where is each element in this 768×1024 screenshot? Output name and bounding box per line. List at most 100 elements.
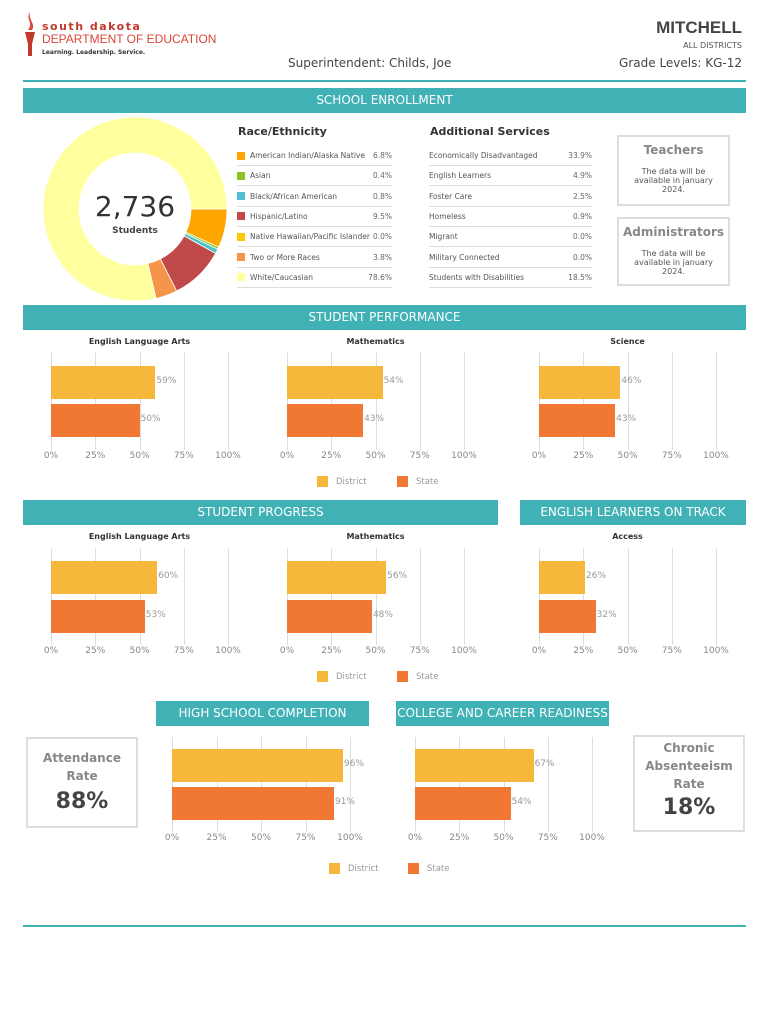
teachers-title: Teachers (643, 143, 704, 157)
gridline (172, 737, 173, 832)
bar-chart: 0% 25% 50% 75% 100% 54% 43% (280, 352, 477, 461)
gridline (419, 548, 421, 645)
service-value: 0.9% (572, 211, 592, 221)
teachers-text: The data will be available in january 20… (634, 167, 713, 194)
gridline (627, 352, 629, 450)
race-label: Black/African American (250, 191, 338, 201)
legend-label: State (427, 863, 450, 874)
race-title: Race/Ethnicity (238, 125, 327, 138)
tick-label: 0% (279, 646, 295, 656)
gridline (459, 737, 461, 832)
tick-label: 75% (409, 646, 430, 656)
service-value: 33.9% (568, 151, 592, 160)
gridline (464, 548, 465, 645)
legend-district: District (317, 476, 367, 487)
logo-line2: DEPARTMENT OF EDUCATION (42, 32, 217, 46)
legend-state: State (397, 671, 439, 682)
legend-swatch (317, 671, 328, 682)
bar-chart: 0% 25% 50% 75% 100% 26% 32% (532, 548, 729, 656)
race-row: Black/African American 0.8% (237, 187, 392, 207)
gridline (375, 548, 377, 645)
gridline (287, 548, 288, 645)
bar-value-label: 43% (364, 414, 385, 424)
gridline (139, 548, 141, 645)
absenteeism-box: Chronic Absenteeism Rate 18% (633, 735, 745, 832)
bar-value-label: 26% (586, 571, 607, 581)
race-label: Two or More Races (250, 252, 320, 262)
gridline (503, 737, 505, 832)
race-label: American Indian/Alaska Native (250, 151, 365, 160)
gridline (419, 352, 421, 450)
tick-label: 100% (215, 646, 241, 656)
legend-swatch (317, 476, 328, 487)
service-row: Homeless 0.9% (429, 207, 592, 227)
bar-value-label: 59% (156, 376, 177, 386)
administrators-box: Administrators The data will be availabl… (617, 217, 730, 286)
administrators-text: The data will be available in january 20… (634, 249, 713, 276)
bar-chart: 0% 25% 50% 75% 100% 59% 50% (44, 352, 241, 461)
race-value: 3.8% (372, 252, 392, 262)
superintendent: Superintendent: Childs, Joe (288, 56, 452, 70)
district-bar (51, 366, 156, 399)
legend-swatch (329, 863, 340, 874)
race-label: White/Caucasian (250, 272, 313, 282)
section-title-el-on-track: ENGLISH LEARNERS ON TRACK (520, 500, 746, 525)
legend-state: State (408, 863, 450, 874)
tick-label: 75% (661, 646, 682, 656)
gridline (139, 352, 141, 450)
enrollment-donut-chart (42, 116, 228, 302)
service-value: 0.0% (572, 232, 592, 242)
state-bar (415, 787, 511, 820)
legend-swatch (397, 476, 408, 487)
gridline (415, 737, 416, 832)
district-bar (539, 561, 586, 594)
gridline (216, 737, 218, 832)
gridline (671, 548, 673, 645)
tick-label: 25% (449, 833, 470, 843)
tick-label: 75% (661, 451, 682, 461)
attendance-box: Attendance Rate 88% (26, 737, 138, 828)
bar-chart: 0% 25% 50% 75% 100% 56% 48% (280, 548, 477, 656)
tick-label: 0% (531, 451, 547, 461)
race-row: Two or More Races 3.8% (237, 248, 392, 268)
race-value: 9.5% (372, 211, 392, 221)
tick-label: 50% (365, 451, 386, 461)
gridline (671, 352, 673, 450)
legend-swatch (237, 192, 245, 201)
gridline (95, 352, 97, 450)
logo-tagline: Learning. Leadership. Service. (42, 49, 146, 56)
bar-chart: 0% 25% 50% 75% 100% 60% 53% (44, 548, 241, 656)
bar-value-label: 56% (387, 571, 408, 581)
absenteeism-title: Chronic Absenteeism Rate (645, 741, 733, 791)
gridline (583, 548, 585, 645)
district-bar (287, 366, 383, 399)
state-bar (51, 600, 145, 633)
chart-title: Access (612, 532, 643, 541)
sd-doe-logo: south dakota DEPARTMENT OF EDUCATION Lea… (22, 10, 232, 60)
state-bar (539, 600, 596, 633)
race-label: Hispanic/Latino (250, 211, 308, 221)
gridline (51, 352, 52, 450)
services-title: Additional Services (430, 125, 550, 138)
absenteeism-value: 18% (662, 795, 716, 820)
bar-value-label: 96% (343, 759, 364, 769)
section-title-performance: STUDENT PERFORMANCE (23, 305, 746, 330)
gridline (51, 548, 52, 645)
tick-label: 50% (250, 833, 272, 843)
gridline (539, 352, 540, 450)
tick-label: 50% (365, 646, 386, 656)
gridline (592, 737, 593, 832)
race-row: American Indian/Alaska Native 6.8% (237, 146, 392, 166)
tick-label: 100% (451, 646, 477, 656)
service-row: Military Connected 0.0% (429, 248, 592, 268)
service-label: Homeless (429, 211, 466, 221)
legend-swatch (237, 212, 245, 221)
donut-slice (42, 116, 228, 302)
race-row: Native Hawaiian/Pacific Islander 0.0% (237, 227, 392, 248)
service-row: Foster Care 2.5% (429, 187, 592, 207)
legend-label: District (336, 476, 367, 487)
race-value: 0.4% (372, 171, 392, 181)
tick-label: 75% (409, 451, 430, 461)
race-row: Hispanic/Latino 9.5% (237, 207, 392, 227)
bar-value-label: 43% (616, 414, 637, 424)
